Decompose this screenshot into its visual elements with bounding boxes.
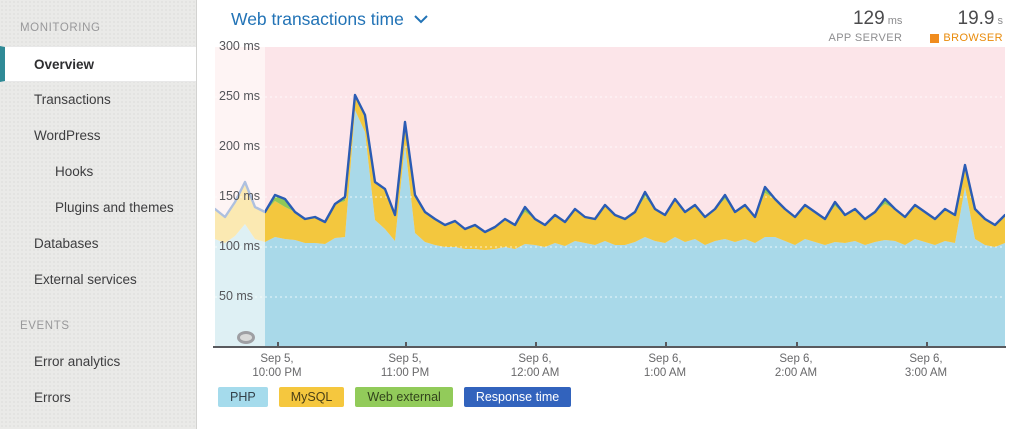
x-tick-mark bbox=[665, 342, 667, 347]
y-tick-label: 150 ms bbox=[219, 189, 260, 203]
x-tick-mark bbox=[277, 342, 279, 347]
sidebar-section-events: EVENTS bbox=[20, 320, 70, 332]
chevron-down-icon bbox=[414, 15, 428, 24]
chart-legend: PHP MySQL Web external Response time bbox=[218, 387, 572, 407]
metric-label: BROWSER bbox=[943, 32, 1003, 44]
legend-chip-mysql[interactable]: MySQL bbox=[278, 387, 345, 407]
sidebar-item-plugins-and-themes[interactable]: Plugins and themes bbox=[55, 200, 174, 215]
sidebar-item-errors[interactable]: Errors bbox=[34, 390, 71, 405]
x-tick-label: Sep 5, 11:00 PM bbox=[380, 353, 430, 379]
sidebar-item-external-services[interactable]: External services bbox=[34, 272, 137, 287]
y-tick-label: 250 ms bbox=[219, 89, 260, 103]
sidebar-section-monitoring: MONITORING bbox=[20, 22, 101, 34]
sidebar-item-overview[interactable]: Overview bbox=[0, 46, 196, 82]
metric-label-row: BROWSER bbox=[930, 32, 1003, 44]
x-tick-label: Sep 6, 1:00 AM bbox=[643, 353, 687, 379]
x-tick-mark bbox=[535, 342, 537, 347]
x-tick-label: Sep 6, 12:00 AM bbox=[510, 353, 560, 379]
chart-drag-handle-icon[interactable] bbox=[237, 331, 255, 344]
sidebar-item-error-analytics[interactable]: Error analytics bbox=[34, 354, 121, 369]
x-tick-label: Sep 5, 10:00 PM bbox=[252, 353, 302, 379]
sidebar: MONITORING Overview Transactions WordPress H… bbox=[0, 0, 197, 429]
y-tick-label: 300 ms bbox=[219, 39, 260, 53]
metric-label-row: APP SERVER bbox=[828, 32, 902, 44]
browser-series-marker-icon bbox=[930, 33, 940, 43]
sidebar-item-databases[interactable]: Databases bbox=[34, 236, 99, 251]
metric-label: APP SERVER bbox=[828, 32, 903, 44]
sidebar-item-transactions[interactable]: Transactions bbox=[34, 92, 111, 107]
main-content: Web transactions time 129 ms APP SERVER 19.… bbox=[197, 0, 1018, 429]
y-tick-label: 100 ms bbox=[219, 239, 260, 253]
x-tick-label: Sep 6, 2:00 AM bbox=[774, 353, 818, 379]
metric-value: 19.9 s bbox=[957, 8, 1003, 29]
x-tick-mark bbox=[796, 342, 798, 347]
legend-chip-web-external[interactable]: Web external bbox=[355, 387, 453, 407]
metric-browser[interactable]: 19.9 s BROWSER bbox=[930, 8, 1003, 44]
x-tick-mark bbox=[405, 342, 407, 347]
metric-value: 129 ms bbox=[852, 8, 903, 29]
x-axis-line bbox=[213, 346, 1006, 348]
legend-chip-php[interactable]: PHP bbox=[218, 387, 268, 407]
transactions-time-chart[interactable] bbox=[215, 47, 1005, 347]
header-metrics: 129 ms APP SERVER 19.9 s BROWSER bbox=[828, 8, 1003, 44]
chart-title: Web transactions time bbox=[231, 9, 404, 29]
y-tick-label: 200 ms bbox=[219, 139, 260, 153]
chart-title-dropdown[interactable]: Web transactions time bbox=[231, 9, 428, 30]
y-tick-label: 50 ms bbox=[219, 289, 254, 303]
legend-chip-response-time[interactable]: Response time bbox=[463, 387, 572, 407]
sidebar-item-hooks[interactable]: Hooks bbox=[55, 164, 94, 179]
x-tick-mark bbox=[926, 342, 928, 347]
sidebar-item-wordpress[interactable]: WordPress bbox=[34, 128, 101, 143]
x-tick-label: Sep 6, 3:00 AM bbox=[904, 353, 948, 379]
metric-app-server[interactable]: 129 ms APP SERVER bbox=[828, 8, 902, 44]
